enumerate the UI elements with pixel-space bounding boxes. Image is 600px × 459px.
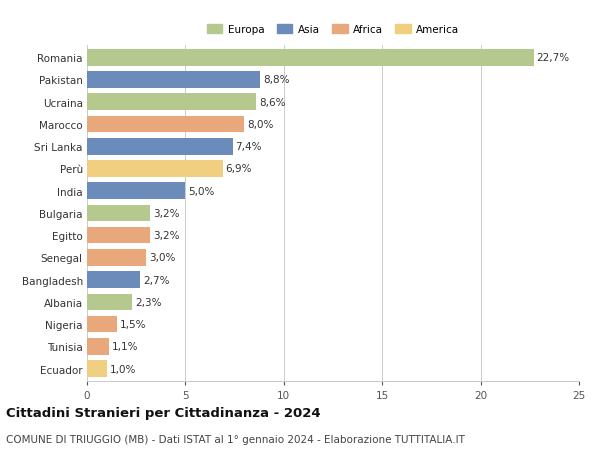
Text: 1,1%: 1,1% <box>112 341 138 352</box>
Text: 2,7%: 2,7% <box>143 275 170 285</box>
Text: 22,7%: 22,7% <box>536 53 570 63</box>
Text: Cittadini Stranieri per Cittadinanza - 2024: Cittadini Stranieri per Cittadinanza - 2… <box>6 406 320 419</box>
Text: 8,8%: 8,8% <box>263 75 290 85</box>
Text: 6,9%: 6,9% <box>226 164 252 174</box>
Bar <box>87 205 150 222</box>
Bar <box>87 294 132 311</box>
Bar <box>87 250 146 266</box>
Bar <box>87 338 109 355</box>
Text: 1,5%: 1,5% <box>119 319 146 330</box>
Bar <box>87 161 223 177</box>
Text: 2,3%: 2,3% <box>135 297 162 307</box>
Bar <box>87 139 233 155</box>
Text: 1,0%: 1,0% <box>110 364 136 374</box>
Text: 5,0%: 5,0% <box>188 186 215 196</box>
Bar <box>87 227 150 244</box>
Bar <box>87 272 140 288</box>
Bar <box>87 183 185 200</box>
Text: 8,0%: 8,0% <box>247 120 274 129</box>
Text: 3,2%: 3,2% <box>153 208 179 218</box>
Bar <box>87 116 244 133</box>
Text: 7,4%: 7,4% <box>236 142 262 152</box>
Bar <box>87 94 256 111</box>
Bar <box>87 360 107 377</box>
Text: COMUNE DI TRIUGGIO (MB) - Dati ISTAT al 1° gennaio 2024 - Elaborazione TUTTITALI: COMUNE DI TRIUGGIO (MB) - Dati ISTAT al … <box>6 434 465 444</box>
Text: 3,0%: 3,0% <box>149 253 175 263</box>
Bar <box>87 50 534 67</box>
Bar <box>87 72 260 89</box>
Legend: Europa, Asia, Africa, America: Europa, Asia, Africa, America <box>205 23 461 37</box>
Text: 8,6%: 8,6% <box>259 97 286 107</box>
Bar <box>87 316 116 333</box>
Text: 3,2%: 3,2% <box>153 230 179 241</box>
